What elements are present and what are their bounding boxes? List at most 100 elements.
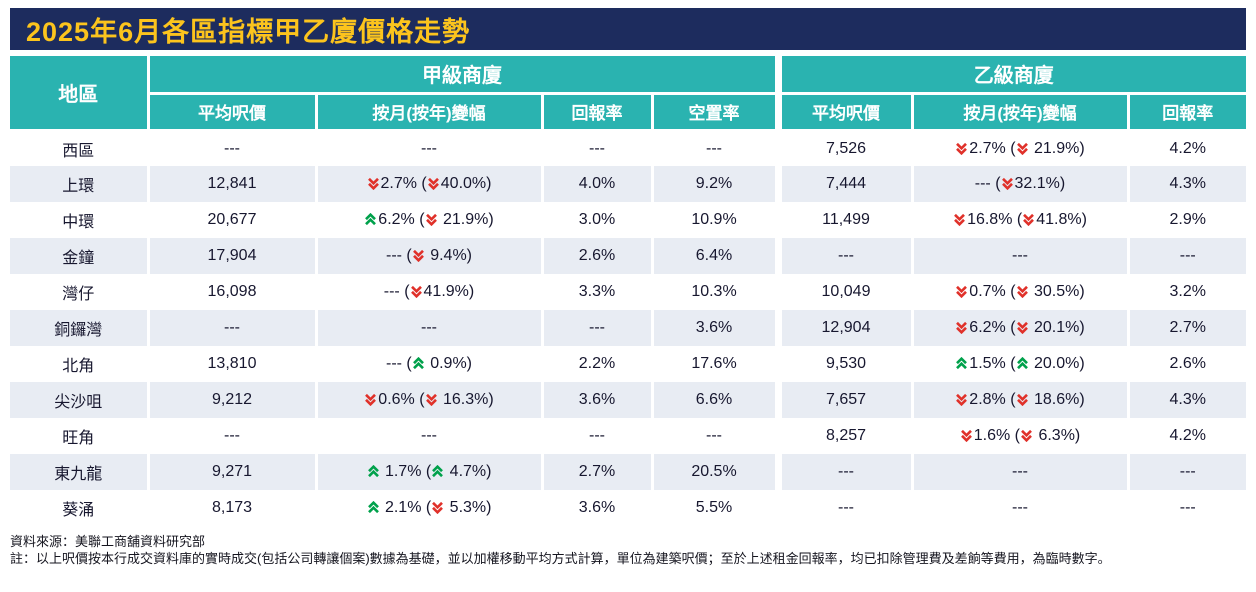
- double-down-arrow-icon: [410, 285, 422, 299]
- change-value: 9.4%: [425, 247, 467, 264]
- district-cell: 上環: [10, 166, 150, 202]
- grade-a-return-cell: 3.6%: [542, 490, 654, 526]
- grade-a-vacancy-cell: 9.2%: [652, 166, 782, 202]
- grade-a-vacancy-cell: ---: [652, 418, 782, 454]
- col-header-b-return: 回報率: [1128, 93, 1247, 132]
- change-value: ---: [421, 139, 437, 157]
- double-down-arrow-icon: [956, 285, 968, 299]
- table-row: 上環 12,841 2.7% (40.0%) 4.0% 9.2% 7,444 --- (32…: [10, 166, 1247, 202]
- grade-a-avg-price-cell: ---: [148, 310, 318, 346]
- grade-a-change-cell: --- ( 9.4%): [316, 238, 544, 274]
- table-row: 銅鑼灣 --- --- --- 3.6% 12,904 6.2% ( 20.1%) 2.7%: [10, 310, 1247, 346]
- double-down-arrow-icon: [1021, 429, 1032, 443]
- grade-a-avg-price-cell: 20,677: [148, 202, 318, 238]
- double-down-arrow-icon: [1016, 393, 1028, 407]
- grade-a-change-cell: 1.7% ( 4.7%): [316, 454, 544, 490]
- col-header-a-vacancy: 空置率: [652, 93, 782, 132]
- double-down-arrow-icon: [365, 393, 377, 407]
- grade-a-vacancy-cell: 10.3%: [652, 274, 782, 310]
- double-down-arrow-icon: [432, 501, 444, 515]
- double-down-arrow-icon: [427, 177, 439, 191]
- grade-a-change-cell: 0.6% ( 16.3%): [316, 382, 544, 418]
- district-cell: 金鐘: [10, 238, 150, 274]
- grade-a-return-cell: 2.2%: [542, 346, 654, 382]
- table-row: 尖沙咀 9,212 0.6% ( 16.3%) 3.6% 6.6% 7,657 2.8% (…: [10, 382, 1247, 418]
- footnotes: 資料來源：美聯工商舖資料研究部 註：以上呎價按本行成交資料庫的實時成交(包括公司…: [10, 534, 1246, 568]
- change-value: 20.1%: [1029, 319, 1080, 336]
- district-cell: 旺角: [10, 418, 150, 454]
- change-value: 1.7%: [380, 463, 422, 480]
- district-cell: 北角: [10, 346, 150, 382]
- double-up-arrow-icon: [367, 500, 379, 514]
- grade-b-avg-price-cell: 11,499: [778, 202, 914, 238]
- change-value: 16.3%: [438, 391, 489, 408]
- change-value: 21.9%: [1029, 139, 1080, 157]
- group-header-row: 地區 甲級商廈 乙級商廈: [10, 56, 1247, 132]
- table-row: 西區 --- --- --- --- 7,526 2.7% ( 21.9%) 4.2%: [10, 130, 1247, 166]
- col-header-a-return: 回報率: [542, 93, 654, 132]
- change-value: 2.7%: [969, 139, 1006, 157]
- double-up-arrow-icon: [367, 464, 379, 478]
- grade-a-change-cell: 6.2% ( 21.9%): [316, 202, 544, 238]
- grade-b-return-cell: ---: [1128, 490, 1247, 526]
- grade-b-avg-price-cell: ---: [778, 454, 914, 490]
- grade-b-return-cell: 4.2%: [1128, 130, 1247, 166]
- district-cell: 葵涌: [10, 490, 150, 526]
- grade-b-change-cell: 1.6% ( 6.3%): [912, 418, 1130, 454]
- grade-a-return-cell: 3.6%: [542, 382, 654, 418]
- double-up-arrow-icon: [1016, 356, 1028, 370]
- grade-a-change-cell: 2.1% ( 5.3%): [316, 490, 544, 526]
- change-value: ---: [1012, 247, 1028, 264]
- grade-a-return-cell: 4.0%: [542, 166, 654, 202]
- double-down-arrow-icon: [1016, 321, 1028, 335]
- grade-a-change-cell: ---: [316, 418, 544, 454]
- sub-header-row: 平均呎價 按月(按年)變幅 回報率 空置率 平均呎價 按月(按年)變幅 回報率: [10, 93, 1247, 132]
- double-down-arrow-icon: [1016, 285, 1028, 299]
- grade-a-change-cell: --- ( 0.9%): [316, 346, 544, 382]
- grade-a-vacancy-cell: 6.4%: [652, 238, 782, 274]
- grade-a-return-cell: 2.6%: [542, 238, 654, 274]
- double-down-arrow-icon: [367, 177, 379, 191]
- grade-a-change-cell: --- (41.9%): [316, 274, 544, 310]
- grade-a-vacancy-cell: 3.6%: [652, 310, 782, 346]
- change-value: 0.9%: [425, 355, 467, 372]
- grade-a-change-cell: ---: [316, 310, 544, 346]
- grade-b-return-cell: ---: [1128, 238, 1247, 274]
- change-value: 20.0%: [1029, 355, 1080, 372]
- col-header-a-change: 按月(按年)變幅: [316, 93, 544, 132]
- table-header: 地區 甲級商廈 乙級商廈 平均呎價 按月(按年)變幅 回報率 空置率 平均呎價 …: [10, 56, 1247, 132]
- change-value: 2.8%: [969, 391, 1006, 408]
- grade-b-change-cell: --- (32.1%): [912, 166, 1130, 202]
- col-header-a-avg-price: 平均呎價: [148, 93, 318, 132]
- grade-b-change-cell: 1.5% ( 20.0%): [912, 346, 1130, 382]
- table-row: 東九龍 9,271 1.7% ( 4.7%) 2.7% 20.5% --- --- ---: [10, 454, 1247, 490]
- grade-b-avg-price-cell: 8,257: [778, 418, 914, 454]
- grade-b-avg-price-cell: 12,904: [778, 310, 914, 346]
- change-value: 32.1%: [1014, 175, 1060, 192]
- double-down-arrow-icon: [425, 213, 437, 227]
- grade-b-return-cell: 2.7%: [1128, 310, 1247, 346]
- grade-a-vacancy-cell: 20.5%: [652, 454, 782, 490]
- change-value: 6.2%: [969, 319, 1006, 336]
- change-value: 21.9%: [438, 211, 489, 228]
- change-value: 4.7%: [445, 463, 487, 480]
- change-value: ---: [1012, 499, 1028, 516]
- double-down-arrow-icon: [412, 249, 424, 263]
- table-row: 北角 13,810 --- ( 0.9%) 2.2% 17.6% 9,530 1.5% ( …: [10, 346, 1247, 382]
- grade-a-avg-price-cell: 16,098: [148, 274, 318, 310]
- table-row: 灣仔 16,098 --- (41.9%) 3.3% 10.3% 10,049 0.7% (…: [10, 274, 1247, 310]
- change-value: 18.6%: [1029, 391, 1080, 408]
- title-banner: 2025年6月各區指標甲乙廈價格走勢: [10, 8, 1246, 50]
- grade-b-change-cell: 0.7% ( 30.5%): [912, 274, 1130, 310]
- change-value: 40.0%: [440, 175, 487, 192]
- district-cell: 西區: [10, 130, 150, 166]
- grade-b-return-cell: 2.9%: [1128, 202, 1247, 238]
- grade-b-return-cell: 4.2%: [1128, 418, 1247, 454]
- grade-b-return-cell: 3.2%: [1128, 274, 1247, 310]
- grade-a-vacancy-cell: 6.6%: [652, 382, 782, 418]
- grade-a-avg-price-cell: ---: [148, 130, 318, 166]
- change-value: 1.5%: [969, 355, 1006, 372]
- grade-a-return-cell: 3.0%: [542, 202, 654, 238]
- change-value: 2.7%: [380, 175, 417, 192]
- district-cell: 銅鑼灣: [10, 310, 150, 346]
